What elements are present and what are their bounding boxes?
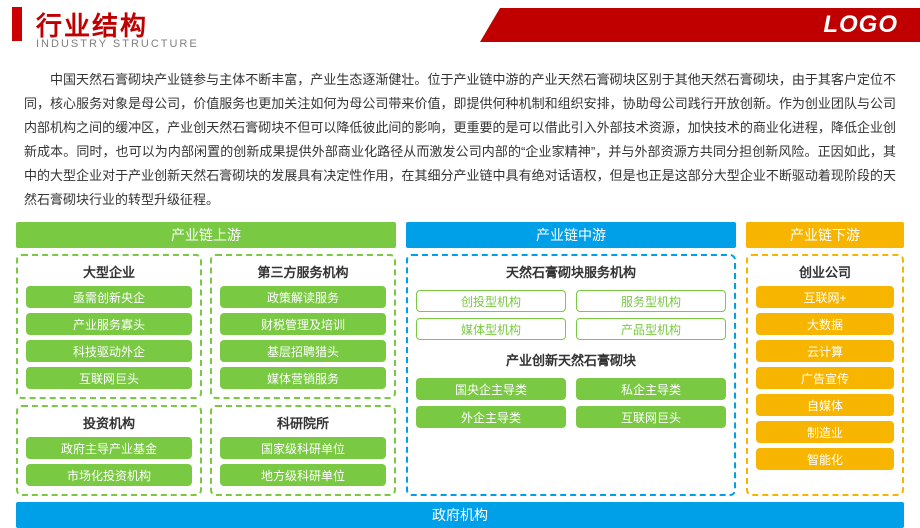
item: 媒体营销服务: [220, 367, 386, 389]
item: 广告宣传: [756, 367, 894, 389]
item: 亟需创新央企: [26, 286, 192, 308]
item: 互联网巨头: [576, 406, 726, 428]
item: 云计算: [756, 340, 894, 362]
accent-bar: [12, 7, 22, 41]
box-research: 科研院所 国家级科研单位 地方级科研单位: [210, 405, 396, 496]
diagram-columns: 大型企业 亟需创新央企 产业服务寡头 科技驱动外企 互联网巨头 第三方服务机构 …: [16, 254, 904, 496]
section-title: 第三方服务机构: [220, 262, 386, 281]
header: 行业结构 INDUSTRY STRUCTURE LOGO: [0, 0, 920, 48]
tier-upstream: 产业链上游: [16, 222, 396, 248]
item: 政策解读服务: [220, 286, 386, 308]
item: 大数据: [756, 313, 894, 335]
section-title: 投资机构: [26, 413, 192, 432]
item: 媒体型机构: [416, 318, 566, 340]
midstream-column: 天然石膏砌块服务机构 创投型机构 服务型机构 媒体型机构 产品型机构 产业创新天…: [406, 254, 736, 496]
box-third-party: 第三方服务机构 政策解读服务 财税管理及培训 基层招聘猎头 媒体营销服务: [210, 254, 396, 399]
page-title-cn: 行业结构: [36, 6, 148, 43]
item: 科技驱动外企: [26, 340, 192, 362]
industry-diagram: 产业链上游 产业链中游 产业链下游 大型企业 亟需创新央企 产业服务寡头 科技驱…: [0, 222, 920, 496]
item: 自媒体: [756, 394, 894, 416]
item: 互联网+: [756, 286, 894, 308]
item: 市场化投资机构: [26, 464, 192, 486]
section-title: 大型企业: [26, 262, 192, 281]
item: 国央企主导类: [416, 378, 566, 400]
footer-government: 政府机构: [16, 502, 904, 528]
item: 服务型机构: [576, 290, 726, 312]
item: 私企主导类: [576, 378, 726, 400]
item: 地方级科研单位: [220, 464, 386, 486]
box-investment: 投资机构 政府主导产业基金 市场化投资机构: [16, 405, 202, 496]
tier-downstream: 产业链下游: [746, 222, 904, 248]
item: 互联网巨头: [26, 367, 192, 389]
item: 财税管理及培训: [220, 313, 386, 335]
page-title-en: INDUSTRY STRUCTURE: [36, 38, 199, 50]
item: 国家级科研单位: [220, 437, 386, 459]
upstream-column: 大型企业 亟需创新央企 产业服务寡头 科技驱动外企 互联网巨头 第三方服务机构 …: [16, 254, 396, 496]
item: 外企主导类: [416, 406, 566, 428]
intro-paragraph: 中国天然石膏砌块产业链参与主体不断丰富，产业生态逐渐健壮。位于产业链中游的产业天…: [0, 48, 920, 222]
item: 智能化: [756, 448, 894, 470]
item: 产业服务寡头: [26, 313, 192, 335]
item: 制造业: [756, 421, 894, 443]
item: 政府主导产业基金: [26, 437, 192, 459]
item: 基层招聘猎头: [220, 340, 386, 362]
box-large-enterprise: 大型企业 亟需创新央企 产业服务寡头 科技驱动外企 互联网巨头: [16, 254, 202, 399]
logo: LOGO: [823, 11, 898, 39]
section-title: 科研院所: [220, 413, 386, 432]
section-title: 天然石膏砌块服务机构: [416, 262, 726, 281]
section-title: 创业公司: [756, 262, 894, 281]
item: 产品型机构: [576, 318, 726, 340]
tier-headers: 产业链上游 产业链中游 产业链下游: [16, 222, 904, 248]
tier-midstream: 产业链中游: [406, 222, 736, 248]
logo-stripe: LOGO: [500, 8, 920, 42]
section-title: 产业创新天然石膏砌块: [416, 350, 726, 369]
item: 创投型机构: [416, 290, 566, 312]
downstream-column: 创业公司 互联网+ 大数据 云计算 广告宣传 自媒体 制造业 智能化: [746, 254, 904, 496]
